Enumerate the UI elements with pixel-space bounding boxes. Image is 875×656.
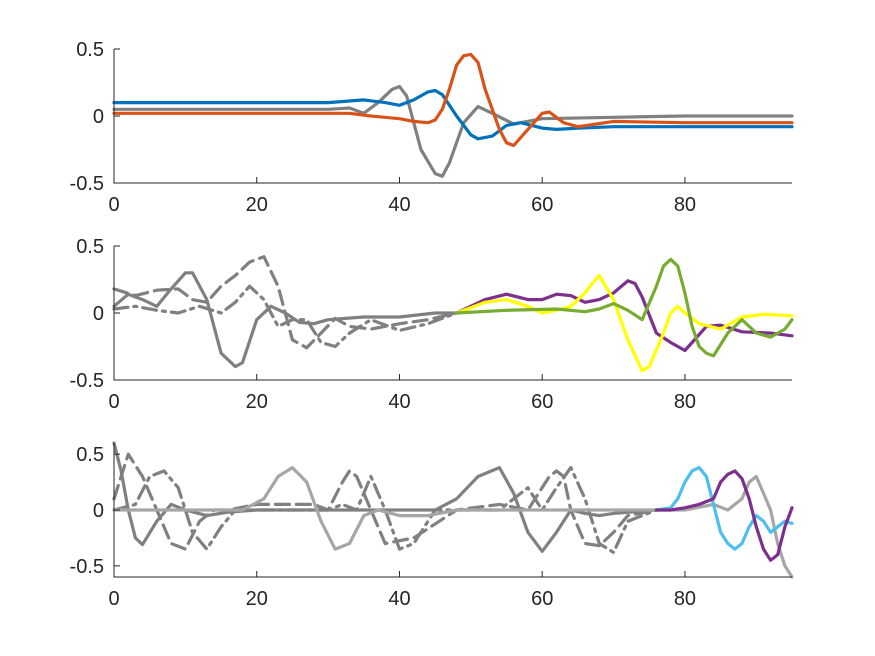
x-tick-label: 80	[674, 194, 696, 216]
y-tick-label: 0	[93, 303, 104, 325]
x-tick-label: 0	[108, 588, 119, 610]
x-tick-label: 40	[388, 391, 410, 413]
y-tick-label: -0.5	[70, 370, 104, 392]
x-tick-label: 80	[674, 391, 696, 413]
y-tick-label: -0.5	[70, 173, 104, 195]
x-tick-label: 80	[674, 588, 696, 610]
axes-bottom: 0 20 40 60 80-0.500.5	[70, 441, 794, 610]
y-tick-label: 0	[93, 500, 104, 522]
x-tick-label: 60	[531, 391, 553, 413]
series-line-1	[112, 441, 658, 553]
y-tick-label: 0.5	[76, 39, 104, 61]
y-tick-label: 0.5	[76, 444, 104, 466]
x-tick-label: 0	[108, 194, 119, 216]
x-tick-label: 20	[246, 588, 268, 610]
y-tick-label: 0	[93, 106, 104, 128]
series-line-1	[112, 271, 459, 369]
axes-middle: 0 20 40 60 80-0.500.5	[70, 236, 794, 413]
series-line-5	[455, 273, 794, 373]
series-line-4	[112, 466, 794, 579]
x-tick-label: 40	[388, 588, 410, 610]
series-line-6	[654, 469, 794, 562]
x-tick-label: 20	[246, 391, 268, 413]
x-tick-label: 40	[388, 194, 410, 216]
series-line-3	[112, 466, 658, 554]
series-line-3	[112, 284, 459, 349]
series-line-2	[112, 452, 658, 551]
x-tick-label: 60	[531, 194, 553, 216]
series-line-2	[112, 88, 794, 141]
x-tick-label: 0	[108, 391, 119, 413]
series-line-6	[455, 257, 794, 358]
series-line-1	[112, 84, 794, 178]
y-tick-label: -0.5	[70, 556, 104, 578]
series-line-3	[112, 52, 794, 148]
x-tick-label: 60	[531, 588, 553, 610]
x-tick-label: 20	[246, 194, 268, 216]
axes-top: 0 20 40 60 80-0.500.5	[70, 39, 794, 216]
y-tick-label: 0.5	[76, 236, 104, 258]
series-line-5	[654, 466, 794, 551]
series-line-2	[112, 255, 459, 350]
